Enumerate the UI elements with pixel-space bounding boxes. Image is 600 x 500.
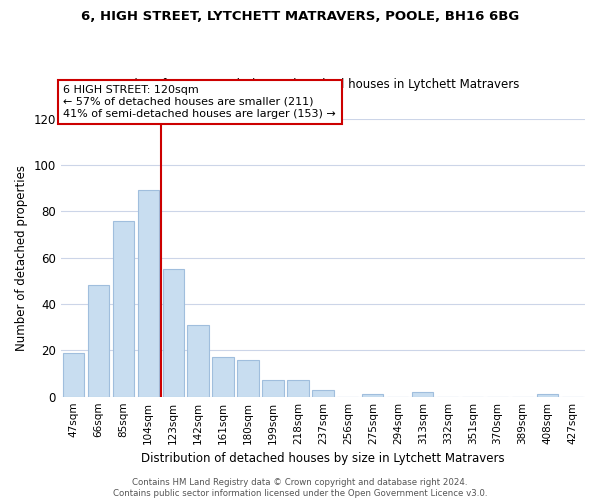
Text: 6 HIGH STREET: 120sqm
← 57% of detached houses are smaller (211)
41% of semi-det: 6 HIGH STREET: 120sqm ← 57% of detached … xyxy=(63,86,336,118)
Bar xyxy=(312,390,334,396)
X-axis label: Distribution of detached houses by size in Lytchett Matravers: Distribution of detached houses by size … xyxy=(141,452,505,465)
Bar xyxy=(537,394,558,396)
Bar xyxy=(262,380,284,396)
Bar xyxy=(212,358,233,397)
Bar xyxy=(137,190,159,396)
Bar xyxy=(287,380,308,396)
Bar xyxy=(113,220,134,396)
Bar xyxy=(362,394,383,396)
Text: Contains HM Land Registry data © Crown copyright and database right 2024.
Contai: Contains HM Land Registry data © Crown c… xyxy=(113,478,487,498)
Title: Size of property relative to detached houses in Lytchett Matravers: Size of property relative to detached ho… xyxy=(127,78,519,91)
Bar xyxy=(187,325,209,396)
Text: 6, HIGH STREET, LYTCHETT MATRAVERS, POOLE, BH16 6BG: 6, HIGH STREET, LYTCHETT MATRAVERS, POOL… xyxy=(81,10,519,23)
Bar xyxy=(62,352,84,397)
Bar xyxy=(238,360,259,397)
Bar xyxy=(163,269,184,396)
Y-axis label: Number of detached properties: Number of detached properties xyxy=(15,164,28,350)
Bar xyxy=(88,286,109,397)
Bar xyxy=(412,392,433,396)
